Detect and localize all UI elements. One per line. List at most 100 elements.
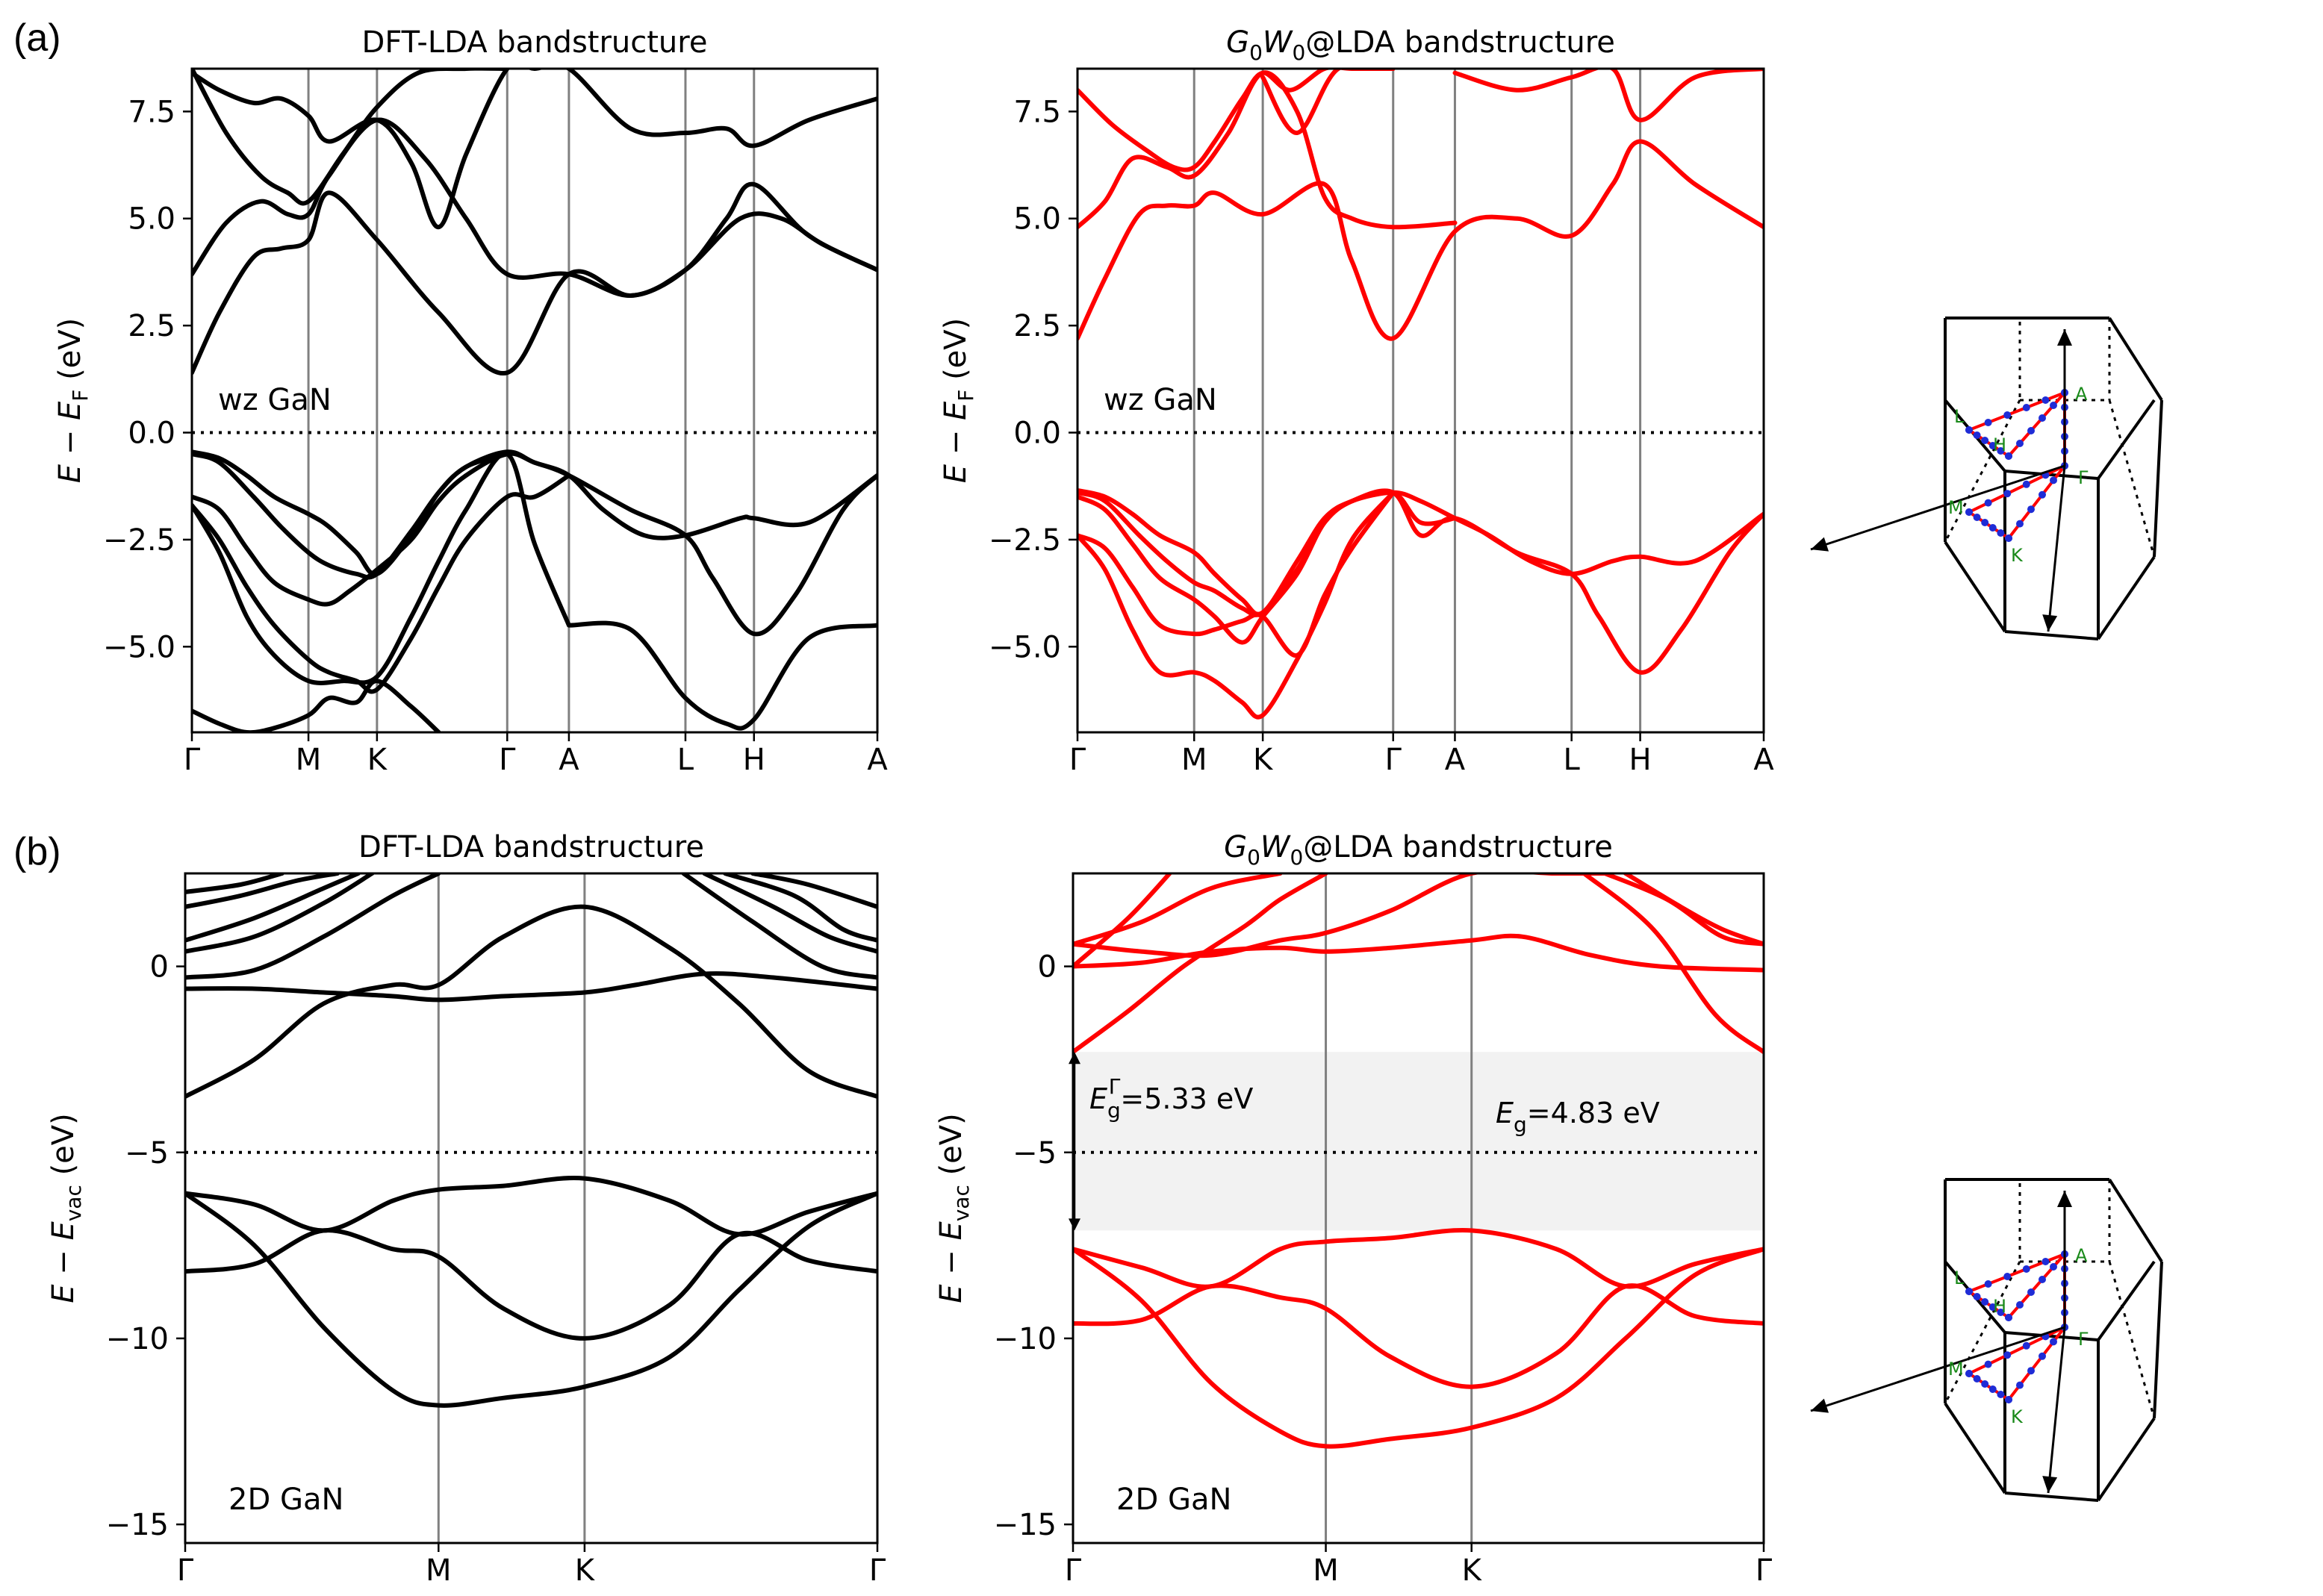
bz-kpath [1968, 1253, 2065, 1293]
bz-label: A [2075, 1245, 2088, 1266]
brillouin-zone-b: A L M H Γ K [1810, 1178, 2163, 1502]
brillouin-zone-a: A L H M Γ K [1810, 317, 2163, 640]
bz-kpoint [1973, 431, 1981, 439]
bz-kpoint [1973, 514, 1981, 521]
band-line [1073, 933, 1764, 973]
y-tick-label: −5 [125, 1136, 169, 1170]
bz-edge [2097, 1260, 2156, 1341]
x-tick-label: K [1253, 743, 1274, 777]
x-tick-label: A [559, 743, 579, 777]
bz-kpoint [2016, 520, 2024, 528]
x-tick-label: A [1445, 743, 1466, 777]
bz-edge [2004, 1491, 2099, 1502]
bz-kpoint [1981, 1298, 1989, 1306]
x-tick-label: L [677, 743, 694, 777]
bz-edge [2108, 317, 2163, 402]
bz-kpoint [2003, 490, 2012, 498]
band-line [1260, 69, 1396, 135]
x-tick-label: Γ [1756, 1553, 1773, 1588]
x-tick-label: M [296, 743, 322, 777]
bz-edge [1944, 1402, 2006, 1494]
band-line [1073, 873, 1283, 947]
bz-edge [2108, 1178, 2163, 1263]
band-line [1602, 873, 1764, 947]
bz-kpoint [2041, 1258, 2050, 1265]
y-axis-label: E − Evac (eV) [934, 1113, 974, 1303]
bz-kpoint [1984, 419, 1992, 426]
band-line [192, 69, 877, 230]
bz-kpoint [1988, 524, 1997, 532]
bz-label: M [1948, 497, 1964, 518]
band-line [750, 873, 877, 909]
y-tick-label: 7.5 [128, 95, 175, 129]
bz-hidden-edge [2108, 399, 2156, 558]
band-line [192, 473, 571, 694]
y-tick-label: 0.0 [128, 417, 175, 451]
bz-kpoint [2003, 1351, 2012, 1359]
band-line [1077, 490, 1396, 720]
x-tick-label: K [367, 743, 388, 777]
bz-kpoint [1981, 519, 1989, 526]
bz-kpoint [2027, 505, 2035, 514]
y-tick-label: −5 [1013, 1136, 1057, 1170]
bz-kpoint [1988, 1303, 1997, 1311]
axes-frame [190, 67, 879, 734]
bz-edge [2097, 555, 2156, 640]
y-tick-label: 2.5 [128, 309, 175, 343]
bz-label: Γ [2078, 1329, 2089, 1350]
bz-label: K [2011, 1406, 2024, 1427]
bz-kpoint [1965, 508, 1973, 516]
bz-label: H [1993, 1296, 2006, 1317]
x-tick-label: Γ [177, 1553, 194, 1588]
band-line [1073, 1283, 1764, 1389]
bz-kpath [2007, 1326, 2066, 1401]
chart-title: G0W0@LDA bandstructure [1224, 830, 1613, 870]
chart-a-gw: wz GaN −5.0 −2.5 0.0 2.5 5.0 7.5 Γ M K Γ A L H A G0W0@L… [939, 25, 1774, 777]
y-tick-label: 0 [150, 950, 169, 985]
bz-edge [2153, 1261, 2163, 1419]
indirect-gap-label: Eg=4.83 eV [1496, 1097, 1660, 1137]
band-line [723, 873, 877, 943]
bz-edge [2004, 470, 2099, 480]
panel-label-b: (b) [13, 830, 61, 873]
bz-kpoint [1997, 1309, 2005, 1316]
band-line [185, 904, 877, 1099]
y-axis-label: E − Evac (eV) [46, 1113, 86, 1303]
direct-gap-label: EgΓ=5.33 eV [1089, 1074, 1253, 1123]
x-tick-label: H [743, 743, 765, 777]
bz-kpoint [1988, 442, 1997, 449]
x-tick-label: H [1629, 743, 1652, 777]
bz-kpath [2007, 464, 2066, 540]
x-tick-label: M [1313, 1553, 1339, 1588]
bz-kpoint [2050, 1338, 2057, 1346]
gap-arrowhead-up [1069, 1052, 1080, 1064]
band-line [1582, 873, 1764, 1055]
band-line [192, 452, 510, 580]
band-line [1623, 873, 1764, 947]
bz-kpoint [1984, 1280, 1992, 1288]
y-tick-label: 5.0 [128, 202, 175, 237]
bz-label: Γ [2078, 467, 2089, 488]
bz-axis-x [1810, 464, 2065, 551]
axes-frame [1072, 872, 1765, 1544]
x-tick-label: Γ [869, 1553, 886, 1588]
bz-kpoint [2050, 402, 2057, 409]
band-line [1452, 69, 1764, 122]
band-line [185, 1228, 877, 1341]
y-tick-label: −5.0 [103, 630, 175, 664]
gap-region [1073, 1052, 1764, 1231]
bz-kpoint [2022, 1341, 2030, 1350]
bz-kpoint [2005, 452, 2012, 460]
bz-axis-y [2047, 465, 2066, 632]
y-axis-label: E − EF (eV) [939, 318, 978, 484]
bz-kpoint [2022, 480, 2030, 488]
y-tick-label: −2.5 [103, 523, 175, 558]
band-line [192, 181, 877, 375]
x-tick-label: K [1462, 1553, 1483, 1588]
bz-kpoint [2003, 411, 2012, 419]
band-line [1073, 873, 1172, 969]
bz-kpoint [2039, 1276, 2046, 1283]
band-line [1077, 69, 1396, 172]
band-line [185, 873, 284, 894]
bz-kpoint [1965, 1370, 1973, 1377]
